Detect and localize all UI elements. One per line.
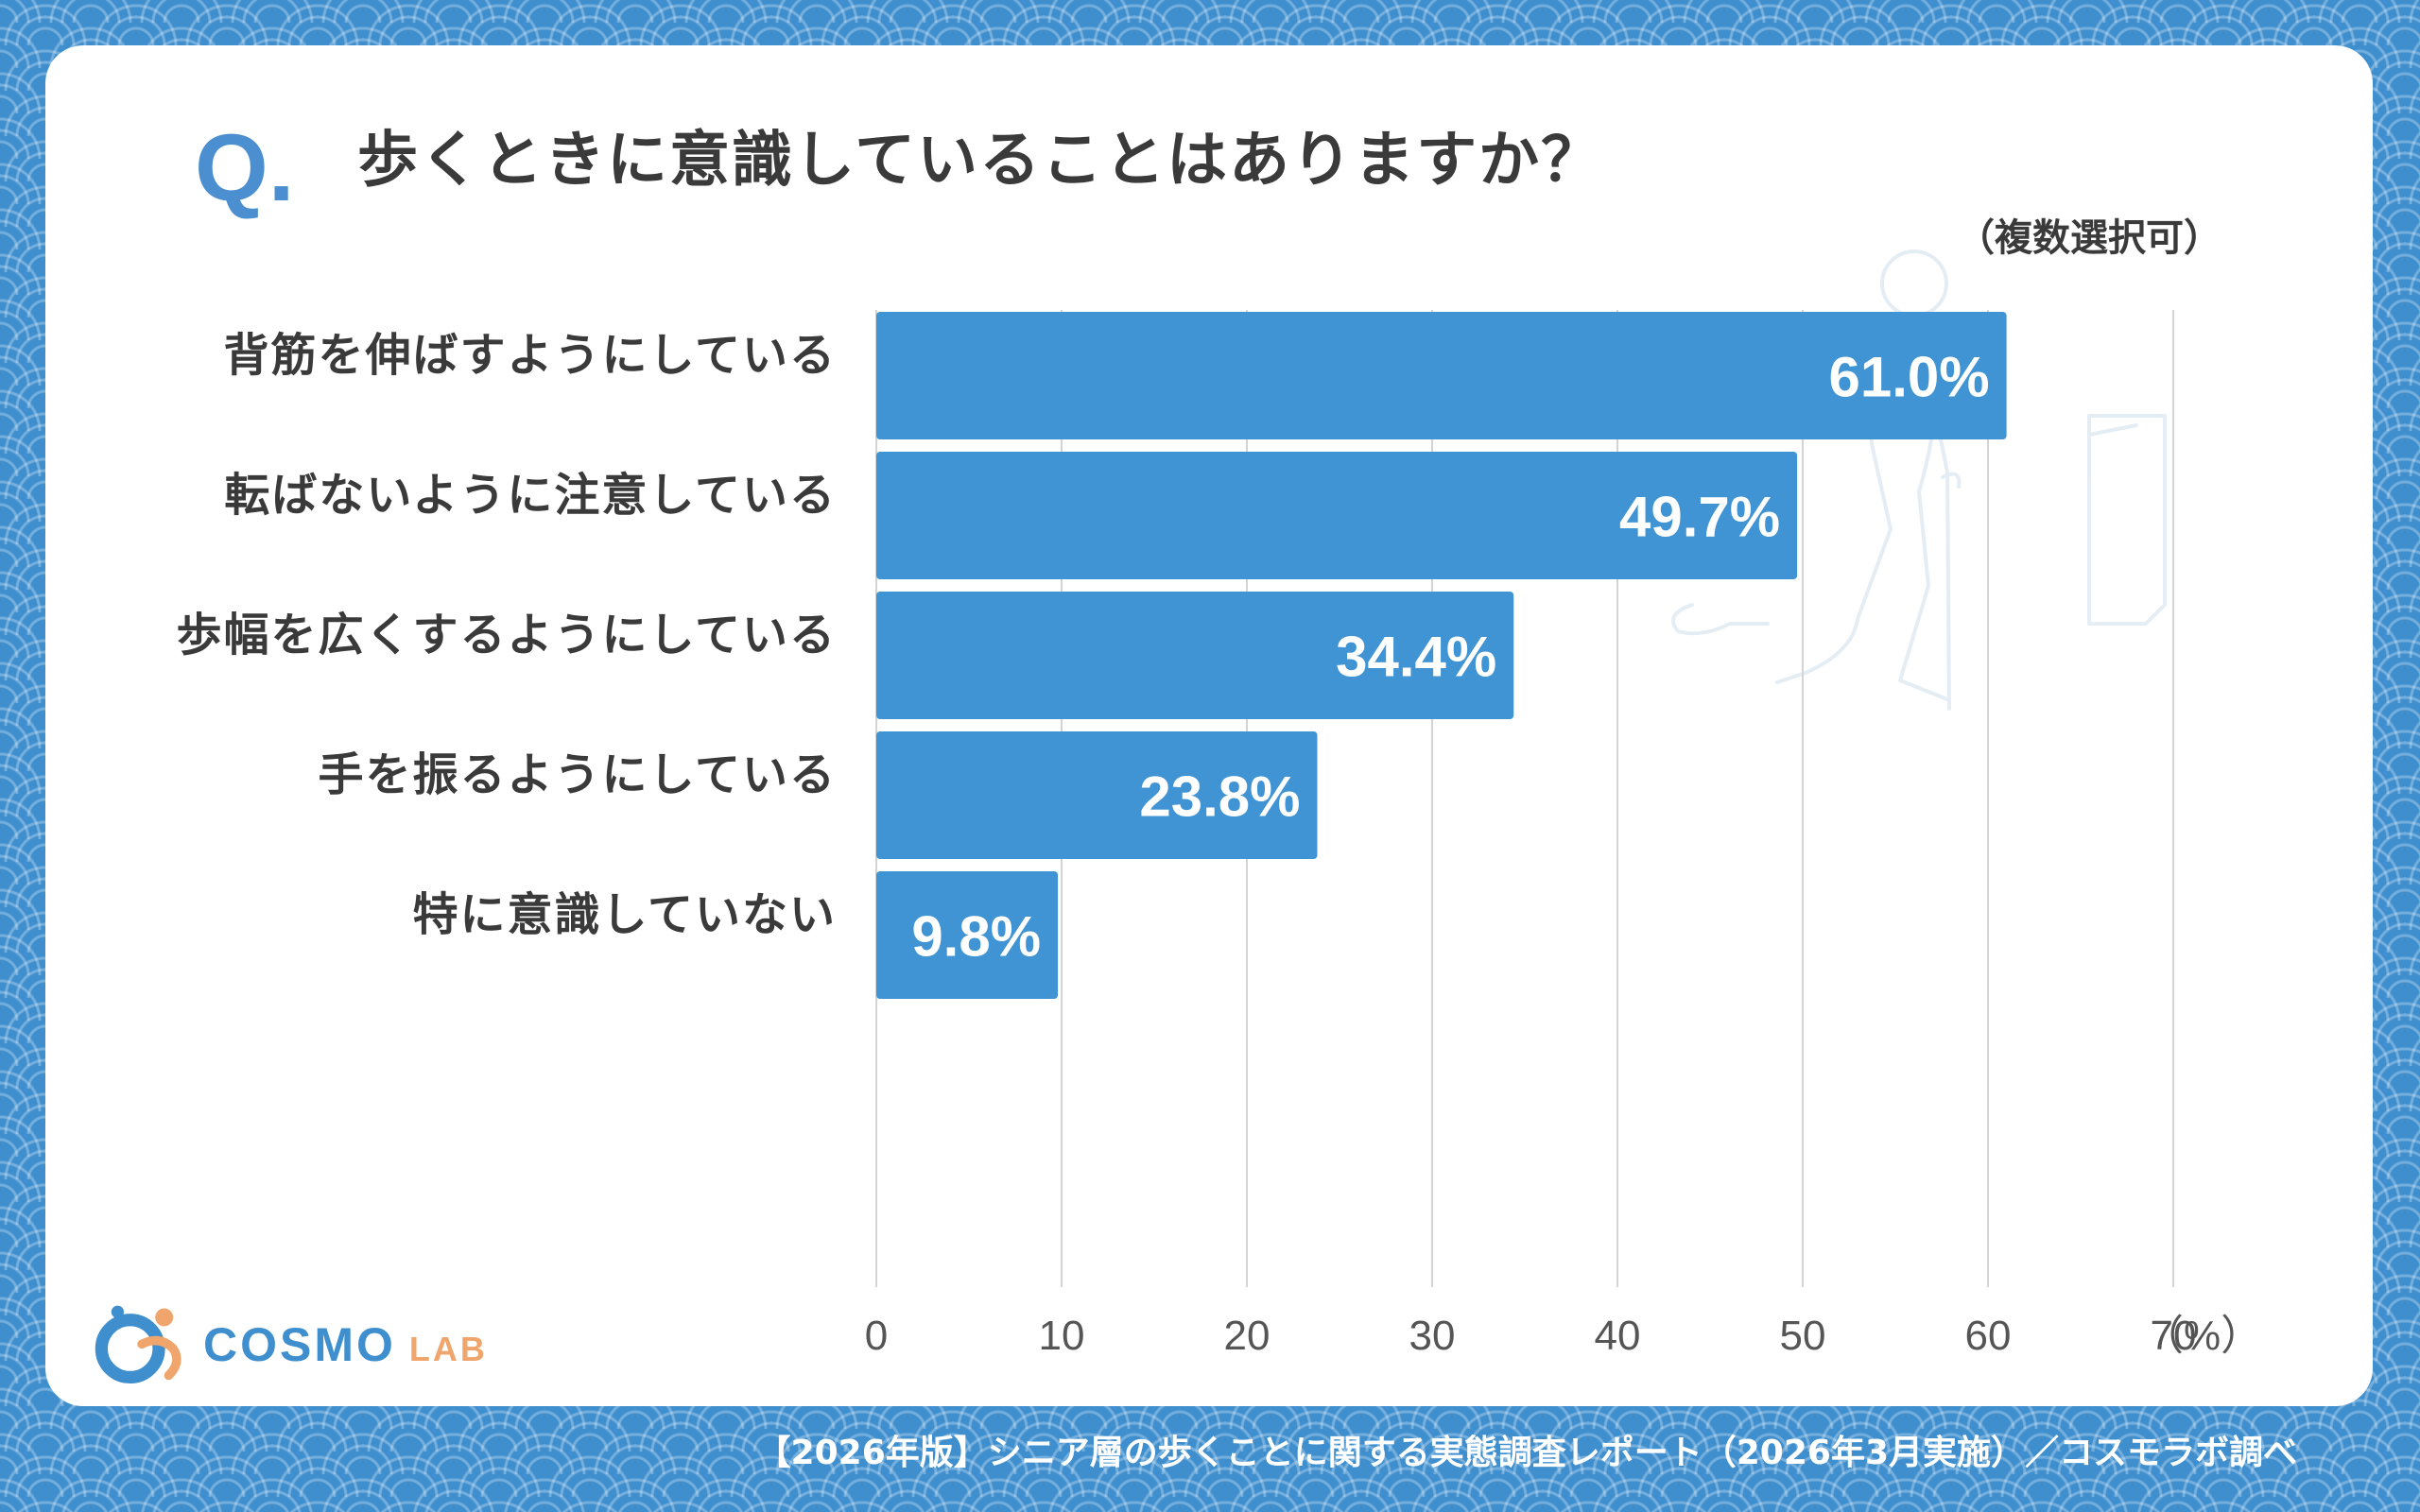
- logo-wordmark: COSMO LAB: [203, 1321, 488, 1368]
- question-mark: Q.: [195, 115, 295, 221]
- category-label: 手を振るようにしている: [318, 748, 837, 801]
- x-tick-label: 70: [2151, 1313, 2197, 1359]
- x-tick-label: 20: [1224, 1313, 1270, 1359]
- x-tick-label: 50: [1780, 1313, 1826, 1359]
- logo-word-lab: LAB: [408, 1330, 488, 1368]
- x-tick-label: 40: [1595, 1313, 1641, 1359]
- x-tick-label: 60: [1965, 1313, 2012, 1359]
- logo-word-cosmo: COSMO: [203, 1318, 396, 1371]
- bar-value-label: 23.8%: [1139, 765, 1300, 829]
- category-label: 背筋を伸ばすようにしている: [223, 329, 837, 382]
- source-footnote: 【2026年版】シニア層の歩くことに関する実態調査レポート（2026年3月実施）…: [756, 1434, 2297, 1472]
- x-axis-ticks: 0 10 20 30 40 50 60 70: [865, 1313, 2197, 1359]
- bar-value-label: 49.7%: [1619, 486, 1780, 549]
- bar: [876, 871, 1059, 999]
- question-title: 歩くときに意識していることはありますか？: [357, 126, 1604, 196]
- x-axis-unit-label: （%）: [2142, 1313, 2262, 1359]
- value-labels: 61.0% 49.7% 34.4% 23.8% 9.8%: [911, 346, 1989, 969]
- cosmo-lab-logo-icon: [95, 1305, 182, 1384]
- bar-value-label: 34.4%: [1336, 626, 1496, 689]
- bar: [876, 312, 2007, 439]
- category-label: 転ばないように注意している: [224, 469, 837, 522]
- x-tick-label: 0: [865, 1313, 888, 1359]
- chart-card: [45, 45, 2373, 1406]
- bar: [876, 452, 1798, 579]
- category-label: 特に意識していない: [412, 888, 837, 941]
- bar-value-label: 9.8%: [911, 905, 1041, 969]
- bar-value-label: 61.0%: [1828, 346, 1989, 409]
- x-tick-label: 10: [1039, 1313, 1085, 1359]
- x-tick-label: 30: [1409, 1313, 1456, 1359]
- category-label: 歩幅を広くするようにしている: [176, 609, 837, 662]
- bars: [876, 312, 2007, 999]
- bar: [876, 592, 1514, 719]
- bar: [876, 731, 1318, 859]
- multiple-choice-note: （複数選択可）: [1957, 216, 2221, 260]
